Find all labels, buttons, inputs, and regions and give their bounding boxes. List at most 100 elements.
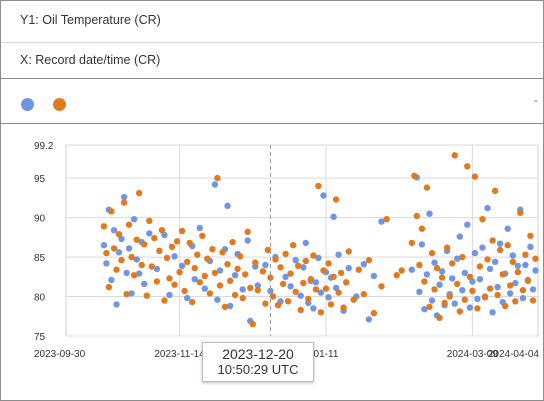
data-point[interactable] [310, 305, 317, 312]
data-point[interactable] [292, 288, 299, 295]
data-point[interactable] [191, 264, 198, 272]
data-point[interactable] [272, 256, 279, 263]
data-point[interactable] [320, 267, 327, 274]
data-point[interactable] [514, 262, 521, 269]
data-point[interactable] [474, 295, 481, 303]
data-point[interactable] [479, 244, 486, 251]
data-point[interactable] [378, 218, 385, 225]
data-point[interactable] [302, 257, 309, 265]
data-point[interactable] [471, 173, 479, 180]
data-point[interactable] [315, 254, 322, 262]
data-point[interactable] [365, 316, 373, 323]
data-point[interactable] [274, 302, 282, 309]
data-point[interactable] [161, 297, 168, 304]
data-point[interactable] [512, 298, 519, 305]
data-point[interactable] [436, 314, 443, 321]
data-point[interactable] [446, 293, 453, 300]
data-point[interactable] [469, 278, 476, 285]
data-point[interactable] [519, 287, 527, 294]
data-point[interactable] [494, 291, 501, 299]
data-point[interactable] [350, 296, 357, 303]
data-point[interactable] [486, 265, 494, 273]
data-point[interactable] [249, 321, 256, 328]
data-point[interactable] [327, 301, 335, 308]
data-point[interactable] [103, 249, 110, 257]
data-point[interactable] [244, 237, 251, 244]
data-point[interactable] [532, 267, 539, 274]
data-point[interactable] [146, 230, 153, 237]
data-point[interactable] [221, 303, 229, 310]
data-point[interactable] [204, 255, 211, 262]
data-point[interactable] [456, 233, 463, 240]
data-point[interactable] [284, 298, 292, 305]
data-point[interactable] [438, 268, 446, 275]
data-point[interactable] [231, 291, 239, 299]
data-point[interactable] [214, 296, 221, 303]
data-point[interactable] [158, 227, 166, 234]
data-point[interactable] [383, 216, 390, 223]
data-point[interactable] [436, 281, 443, 288]
data-point[interactable] [196, 224, 203, 232]
data-point[interactable] [451, 152, 458, 159]
data-point[interactable] [428, 297, 436, 304]
data-point[interactable] [476, 276, 484, 283]
data-point[interactable] [151, 234, 158, 242]
data-point[interactable] [305, 295, 312, 303]
data-point[interactable] [431, 259, 438, 266]
data-point[interactable] [141, 241, 148, 248]
data-point[interactable] [287, 283, 294, 290]
data-point[interactable] [507, 282, 514, 289]
data-point[interactable] [211, 269, 219, 277]
data-point[interactable] [153, 265, 161, 273]
data-point[interactable] [337, 269, 345, 277]
data-point[interactable] [166, 291, 173, 299]
data-point[interactable] [491, 187, 499, 194]
data-point[interactable] [196, 279, 203, 286]
data-point[interactable] [226, 277, 234, 284]
data-point[interactable] [486, 285, 494, 292]
data-point[interactable] [340, 304, 347, 311]
data-point[interactable] [449, 275, 456, 282]
data-point[interactable] [370, 272, 378, 280]
data-point[interactable] [454, 255, 461, 262]
data-point[interactable] [224, 202, 231, 209]
data-point[interactable] [345, 248, 352, 255]
data-point[interactable] [310, 252, 317, 259]
data-point[interactable] [413, 212, 420, 220]
data-point[interactable] [322, 285, 330, 292]
data-point[interactable] [146, 217, 153, 224]
data-point[interactable] [279, 280, 287, 288]
data-point[interactable] [469, 287, 476, 295]
data-point[interactable] [325, 260, 332, 267]
data-point[interactable] [360, 261, 367, 268]
data-point[interactable] [254, 282, 261, 289]
data-point[interactable] [130, 216, 138, 223]
data-point[interactable] [108, 208, 115, 215]
data-point[interactable] [242, 271, 249, 278]
data-point[interactable] [178, 227, 186, 235]
data-point[interactable] [408, 239, 415, 247]
data-point[interactable] [438, 274, 446, 281]
data-point[interactable] [411, 172, 418, 179]
data-point[interactable] [330, 213, 337, 220]
data-point[interactable] [312, 286, 320, 293]
data-point[interactable] [459, 287, 466, 294]
data-point[interactable] [130, 272, 138, 279]
data-point[interactable] [343, 279, 350, 286]
scatter-chart[interactable]: 99.2 95 90 85 80 75 2023-09-30 2023-11-14 01-11… [0, 123, 542, 373]
data-point[interactable] [529, 297, 537, 304]
data-point[interactable] [262, 261, 269, 269]
data-point[interactable] [307, 276, 314, 283]
data-point[interactable] [105, 283, 113, 291]
data-point[interactable] [237, 253, 244, 260]
data-point[interactable] [522, 251, 529, 258]
data-point[interactable] [378, 283, 385, 290]
legend-series-2-marker[interactable] [53, 98, 66, 111]
data-point[interactable] [459, 253, 466, 261]
data-point[interactable] [418, 241, 426, 248]
data-point[interactable] [330, 273, 337, 280]
data-point[interactable] [345, 264, 352, 272]
data-point[interactable] [136, 270, 143, 277]
data-point[interactable] [110, 245, 118, 252]
data-point[interactable] [120, 199, 128, 206]
